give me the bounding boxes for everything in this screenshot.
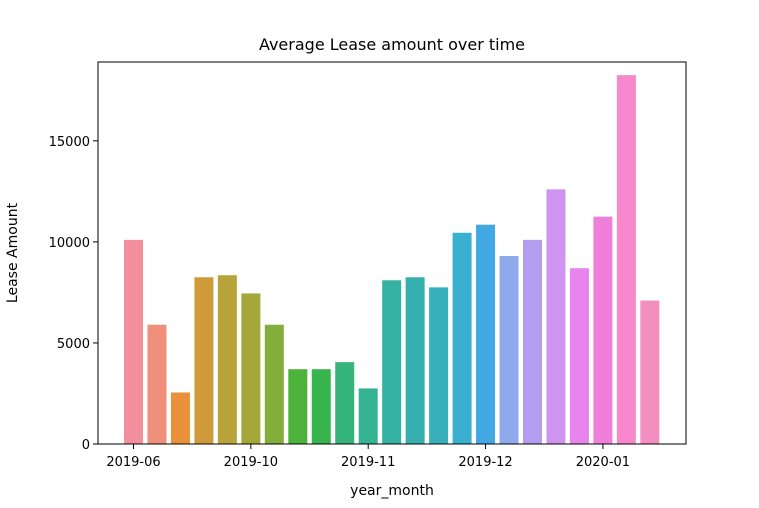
bar (358, 388, 378, 444)
bar (288, 369, 308, 444)
bar (170, 392, 190, 444)
y-tick-label: 15000 (49, 135, 90, 150)
y-axis: 0 5000 10000 15000 (49, 135, 98, 453)
bar (546, 189, 566, 444)
bar (476, 224, 496, 444)
bar (569, 268, 589, 444)
bar (616, 75, 636, 444)
y-tick-label: 0 (82, 438, 90, 453)
bar (217, 275, 237, 444)
bar (593, 216, 613, 444)
x-tick-label: 2019-06 (106, 455, 160, 470)
bar (264, 324, 284, 444)
chart-title: Average Lease amount over time (259, 35, 525, 54)
bar (382, 280, 402, 444)
x-axis-label: year_month (350, 483, 434, 499)
bar (124, 239, 143, 444)
bar (194, 277, 214, 444)
y-tick-label: 5000 (57, 337, 90, 352)
bar (452, 232, 472, 444)
bar (311, 369, 331, 444)
bar (241, 293, 261, 444)
bar (147, 324, 167, 444)
x-axis: 2019-06 2019-10 2019-11 2019-12 2020-01 (106, 444, 630, 470)
bars-group (124, 75, 660, 444)
bar (335, 362, 355, 444)
bar (405, 277, 425, 444)
bar (429, 287, 449, 444)
bar (522, 239, 542, 444)
y-tick-label: 10000 (49, 236, 90, 251)
x-tick-label: 2019-12 (458, 455, 512, 470)
bar (640, 300, 660, 444)
bar (499, 256, 519, 444)
x-tick-label: 2019-11 (341, 455, 395, 470)
y-axis-label: Lease Amount (5, 202, 21, 303)
x-tick-label: 2019-10 (224, 455, 278, 470)
x-tick-label: 2020-01 (576, 455, 630, 470)
plot-frame (97, 61, 687, 445)
